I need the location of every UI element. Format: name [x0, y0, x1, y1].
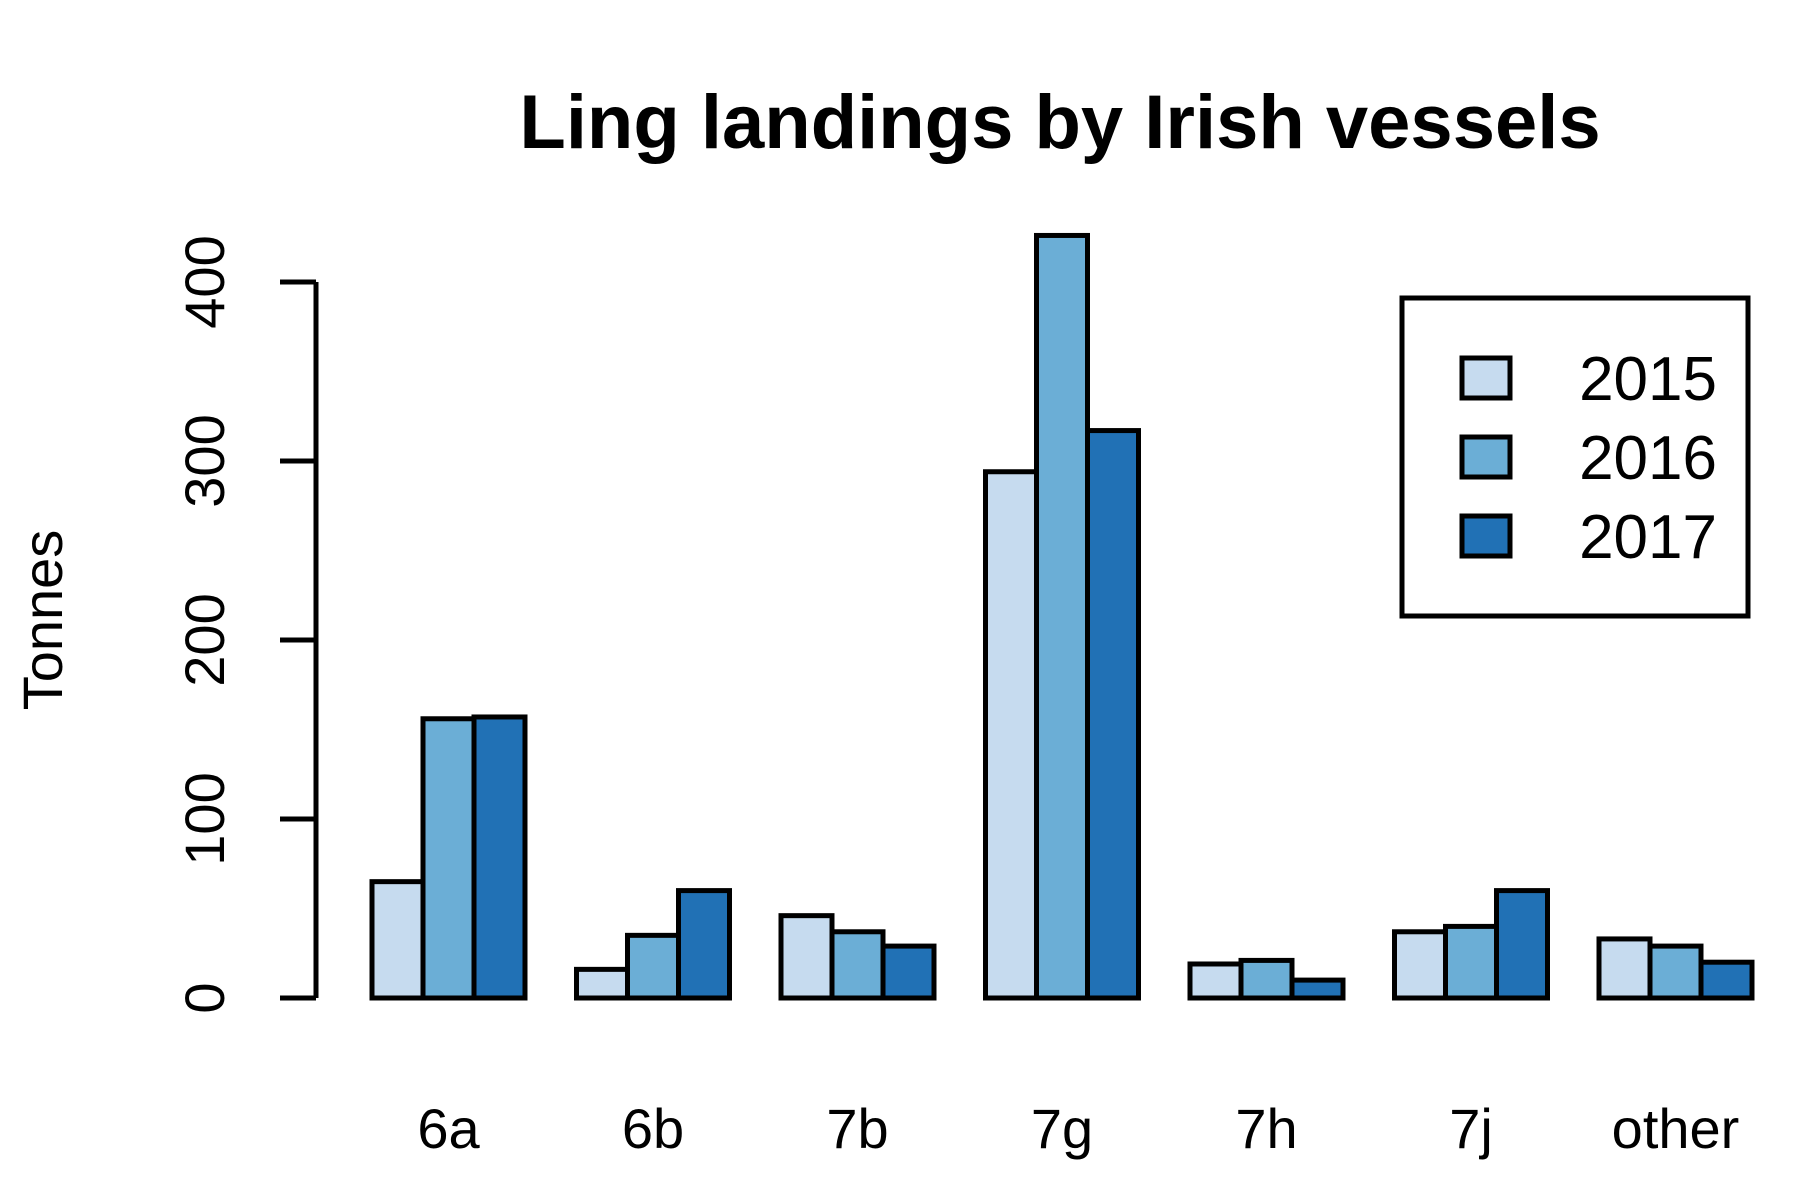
bar-7b-2016 [829, 929, 886, 1001]
bar-6a-2016 [420, 716, 477, 1001]
x-tick-label-6b: 6b [622, 1097, 684, 1160]
x-tick-label-7h: 7h [1235, 1097, 1297, 1160]
bars-group [369, 232, 1755, 1001]
legend-swatch-2016 [1459, 434, 1513, 480]
bar-7g-2017 [1085, 428, 1141, 1001]
bar-7g-2015 [983, 469, 1039, 1001]
bar-7j-2016 [1443, 923, 1499, 1001]
legend-swatch-2017 [1459, 513, 1513, 559]
x-tick-label-7j: 7j [1449, 1097, 1493, 1160]
x-tick-label-6a: 6a [417, 1097, 480, 1160]
bar-6b-2016 [625, 932, 681, 1001]
bar-other-2017 [1698, 959, 1755, 1001]
x-tick-label-7g: 7g [1031, 1097, 1093, 1160]
y-tick-label: 100 [173, 772, 236, 865]
bar-7b-2017 [880, 943, 937, 1001]
y-tick-label: 300 [173, 414, 236, 507]
bar-7h-2015 [1187, 961, 1244, 1001]
bar-6a-2017 [471, 714, 528, 1001]
bar-7j-2015 [1392, 929, 1448, 1001]
bar-7g-2016 [1034, 232, 1090, 1001]
legend-swatch-2015 [1459, 355, 1513, 401]
y-tick-label: 200 [173, 593, 236, 686]
bar-6a-2015 [369, 879, 426, 1001]
bar-6b-2015 [574, 966, 630, 1001]
y-tick-label: 400 [173, 235, 236, 328]
y-axis-label: Tonnes [11, 530, 74, 711]
bar-7h-2017 [1289, 977, 1346, 1001]
x-tick-label-other: other [1612, 1097, 1740, 1160]
bar-7j-2017 [1494, 888, 1550, 1001]
chart-title: Ling landings by Irish vessels [519, 80, 1600, 165]
x-axis-labels: 6a 6b 7b 7g 7h 7j other [417, 1097, 1739, 1160]
legend-label-2015: 2015 [1579, 345, 1717, 414]
x-tick-label-7b: 7b [826, 1097, 888, 1160]
bar-7h-2016 [1238, 957, 1295, 1001]
legend-label-2017: 2017 [1579, 503, 1717, 572]
bar-6b-2017 [676, 888, 732, 1001]
bar-other-2015 [1596, 936, 1653, 1001]
bar-other-2016 [1647, 943, 1704, 1001]
y-axis: 0 100 200 300 400 [173, 235, 319, 1014]
legend: 2015 2016 2017 [1399, 295, 1751, 619]
legend-label-2016: 2016 [1579, 424, 1717, 493]
y-tick-label: 0 [173, 982, 236, 1013]
bar-7b-2015 [778, 913, 835, 1001]
